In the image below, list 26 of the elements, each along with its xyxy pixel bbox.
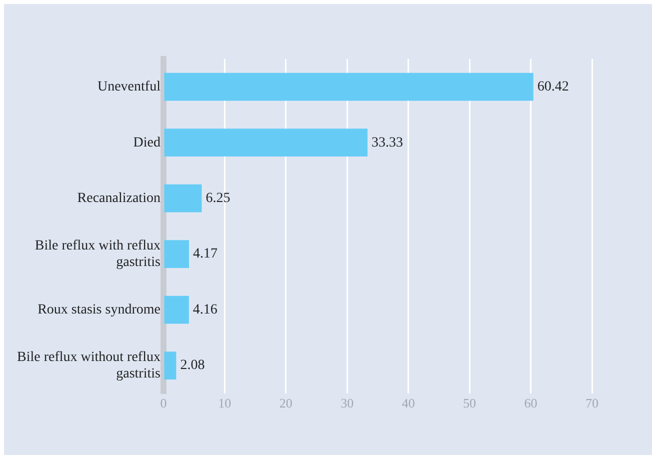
y-tick-label: Recanalization xyxy=(77,191,160,206)
y-tick-label: Died xyxy=(133,135,160,150)
data-label: 4.16 xyxy=(192,302,218,318)
y-tick-label: Roux stasis syndrome xyxy=(38,302,160,318)
x-tick-label: 70 xyxy=(586,396,598,411)
x-tick-label: 10 xyxy=(218,396,232,411)
data-label: 2.08 xyxy=(180,358,205,374)
bar xyxy=(164,296,189,324)
y-tick-label: Bile reflux with reflux gastritis xyxy=(34,238,160,270)
x-tick-label: 0 xyxy=(160,396,167,411)
data-label: 33.33 xyxy=(372,135,404,150)
data-label: 60.42 xyxy=(537,80,569,95)
x-tick-label: 20 xyxy=(279,396,292,411)
y-tick-label: Uneventful xyxy=(97,80,161,95)
data-label: 4.17 xyxy=(192,246,218,262)
x-tick-label: 50 xyxy=(463,396,476,411)
x-tick-label: 30 xyxy=(340,396,354,411)
x-tick-label: 60 xyxy=(524,396,538,411)
x-tick-label: 40 xyxy=(402,396,415,411)
bar xyxy=(164,128,368,157)
data-label: 6.25 xyxy=(206,191,230,206)
bar xyxy=(164,184,202,212)
bar xyxy=(164,352,176,380)
y-tick-label: Bile reflux without reflux gastritis xyxy=(16,350,160,382)
bar xyxy=(164,72,534,101)
bar xyxy=(164,240,189,268)
